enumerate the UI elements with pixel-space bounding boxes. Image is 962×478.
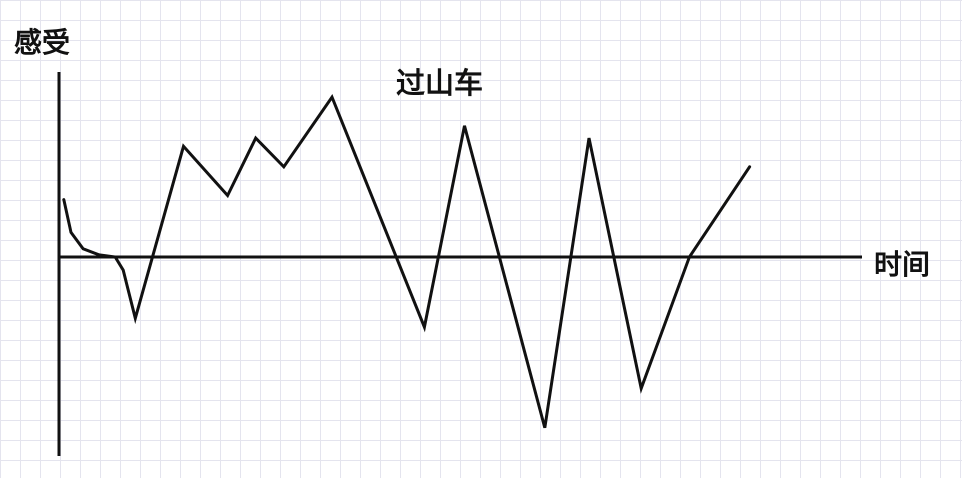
axes [57,72,862,456]
series-line [62,93,752,429]
x-axis-label: 时间 [874,248,930,281]
chart-title: 过山车 [396,66,483,100]
y-axis-label: 感受 [14,26,70,59]
